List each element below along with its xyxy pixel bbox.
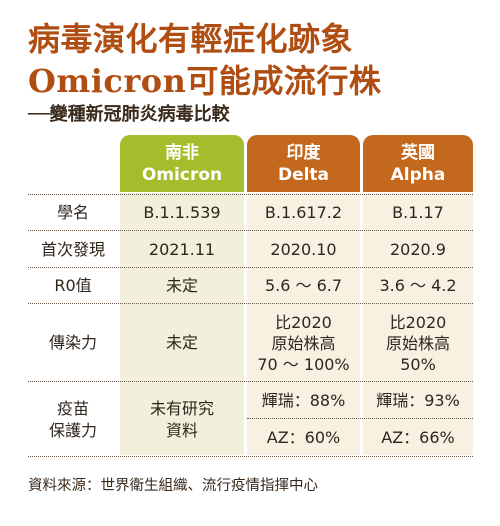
header-omicron-name: Omicron — [141, 164, 223, 185]
cell-delta-infectivity: 比2020 原始株高 70 ～ 100% — [247, 305, 360, 381]
cell-alpha-first-found: 2020.9 — [390, 239, 446, 259]
cell-omicron-infectivity: 未定 — [165, 333, 198, 352]
subtitle: ──變種新冠肺炎病毒比較 — [28, 104, 230, 125]
cell-text-line: 保護力 — [48, 420, 97, 440]
delta-column-bg — [247, 193, 360, 455]
cell-omicron-name: B.1.1.539 — [143, 203, 221, 222]
header-alpha-region: 英國 — [401, 142, 435, 163]
cell-delta-r0: 5.6 ～ 6.7 — [264, 276, 343, 295]
cell-alpha-infectivity: 比2020 原始株高 50% — [363, 305, 473, 381]
cell-alpha-name: B.1.17 — [392, 203, 444, 222]
row-separator — [28, 381, 473, 382]
header-alpha-name: Alpha — [390, 164, 446, 185]
cell-delta-first-found: 2020.10 — [270, 239, 337, 259]
cell-alpha-vaccine-az: AZ：66% — [381, 428, 455, 447]
cell-delta-vaccine-pfizer: 輝瑞：88% — [261, 390, 346, 410]
row-label-name: 學名 — [56, 203, 89, 222]
header-delta-region: 印度 — [286, 142, 321, 163]
header-alpha: 英國 Alpha — [363, 135, 473, 192]
vaccine-inner-separator — [247, 418, 473, 419]
cell-omicron-vaccine: 未有研究 資料 — [120, 383, 244, 456]
cell-alpha-vaccine-pfizer: 輝瑞：93% — [376, 390, 460, 410]
row-separator — [28, 456, 473, 457]
row-separator — [28, 303, 473, 304]
row-separator — [28, 230, 473, 231]
cell-text-line: 原始株高 — [271, 333, 336, 353]
cell-omicron-first-found: 2021.11 — [148, 239, 216, 259]
row-label-vaccine-protection: 疫苗 保護力 — [28, 383, 118, 456]
cell-text-line: 資料 — [165, 420, 198, 440]
cell-delta-name: B.1.617.2 — [264, 203, 343, 222]
row-label-infectivity: 傳染力 — [48, 333, 97, 352]
header-delta: 印度 Delta — [247, 135, 360, 192]
cell-alpha-r0: 3.6 ～ 4.2 — [379, 276, 457, 295]
header-omicron: 南非 Omicron — [120, 135, 244, 192]
cell-text-line: 比2020 — [389, 312, 447, 332]
title-line-1: 病毒演化有輕症化跡象 — [28, 20, 354, 58]
alpha-column-bg — [363, 193, 473, 455]
omicron-column-bg — [120, 193, 244, 455]
row-label-r0: R0值 — [54, 276, 92, 295]
cell-text-line: 未有研究 — [149, 398, 214, 418]
header-omicron-region: 南非 — [165, 142, 199, 163]
cell-delta-vaccine-az: AZ：60% — [266, 428, 341, 447]
cell-omicron-r0: 未定 — [165, 276, 198, 295]
row-label-first-found: 首次發現 — [40, 239, 105, 259]
header-delta-name: Delta — [277, 164, 330, 185]
cell-text-line: 原始株高 — [385, 333, 450, 353]
title-line-2: Omicron可能成流行株 — [28, 62, 382, 100]
row-separator — [28, 194, 473, 195]
cell-text-line: 50% — [400, 354, 436, 374]
row-separator — [28, 267, 473, 268]
cell-text-line: 比2020 — [275, 312, 332, 332]
cell-text-line: 70 ～ 100% — [257, 354, 350, 374]
source-note: 資料來源：世界衛生組織、流行疫情指揮中心 — [28, 478, 318, 494]
cell-text-line: 疫苗 — [56, 398, 89, 418]
